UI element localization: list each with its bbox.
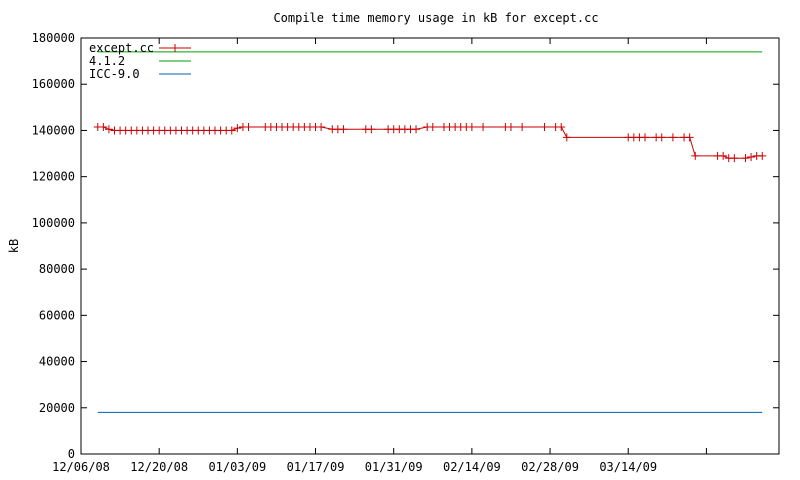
legend-entry-marker — [171, 44, 179, 52]
data-point — [719, 151, 728, 160]
chart-title: Compile time memory usage in kB for exce… — [273, 11, 598, 25]
data-point — [691, 151, 700, 160]
x-tick-label: 01/31/09 — [365, 460, 423, 474]
data-point — [99, 122, 108, 131]
x-tick-label: 01/17/09 — [287, 460, 345, 474]
data-point — [741, 154, 750, 163]
y-tick-label: 0 — [68, 447, 75, 461]
data-point — [557, 122, 566, 131]
data-point — [668, 133, 677, 142]
y-axis-label: kB — [7, 239, 21, 253]
data-point — [233, 124, 242, 133]
data-point — [657, 133, 666, 142]
data-point — [562, 133, 571, 142]
data-point — [339, 125, 348, 134]
series-except-cc — [93, 122, 767, 163]
x-tick-label: 02/28/09 — [521, 460, 579, 474]
data-point — [685, 133, 694, 142]
legend-entry-label: 4.1.2 — [89, 54, 125, 68]
data-point — [317, 122, 326, 131]
y-tick-label: 160000 — [32, 77, 75, 91]
y-tick-label: 140000 — [32, 123, 75, 137]
data-point — [640, 133, 649, 142]
data-point — [540, 122, 549, 131]
y-tick-label: 80000 — [39, 262, 75, 276]
data-point — [506, 122, 515, 131]
data-point — [227, 126, 236, 135]
y-tick-label: 60000 — [39, 308, 75, 322]
x-tick-label: 03/14/09 — [599, 460, 657, 474]
data-point — [428, 122, 437, 131]
data-point — [367, 125, 376, 134]
data-point — [244, 122, 253, 131]
x-axis: 12/06/08 12/20/08 01/03/09 01/17/09 01/31/09… — [52, 38, 707, 474]
legend-entry-label: ICC-9.0 — [89, 67, 140, 81]
y-axis: 0 20000 40000 60000 80000 100000 120000 140000 1… — [32, 31, 779, 461]
y-tick-label: 180000 — [32, 31, 75, 45]
y-tick-label: 20000 — [39, 401, 75, 415]
y-tick-label: 100000 — [32, 216, 75, 230]
x-tick-label: 02/14/09 — [443, 460, 501, 474]
x-tick-label: 01/03/09 — [208, 460, 266, 474]
data-point — [479, 122, 488, 131]
y-tick-label: 40000 — [39, 355, 75, 369]
series-line — [97, 126, 763, 159]
data-point — [758, 151, 767, 160]
plot-frame — [80, 37, 780, 455]
data-point — [104, 125, 113, 134]
x-tick-label: 12/20/08 — [130, 460, 188, 474]
data-point — [467, 122, 476, 131]
data-point — [747, 153, 756, 162]
x-tick-label: 12/06/08 — [52, 460, 110, 474]
legend-entry-label: except.cc — [89, 41, 154, 55]
data-point — [518, 122, 527, 131]
y-tick-label: 120000 — [32, 170, 75, 184]
series-layer — [93, 51, 767, 413]
data-point — [730, 154, 739, 163]
data-point — [412, 125, 421, 134]
